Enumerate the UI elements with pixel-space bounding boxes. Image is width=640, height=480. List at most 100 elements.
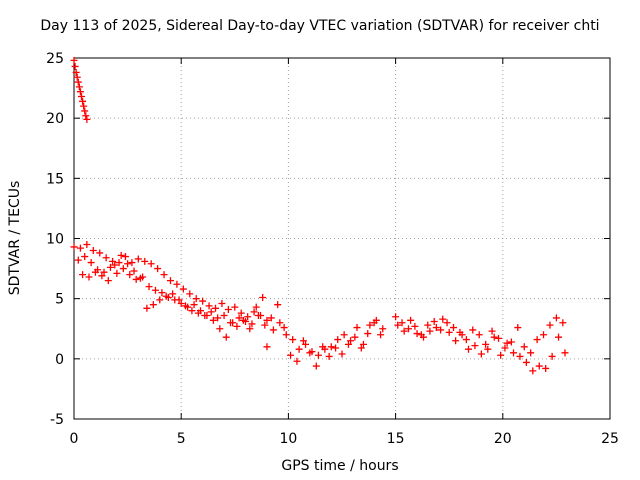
series-band-D [263, 316, 387, 359]
data-point [379, 325, 387, 333]
data-point [325, 352, 333, 360]
data-point [458, 331, 466, 339]
data-point [392, 313, 400, 321]
data-point [151, 286, 159, 294]
data-point [162, 292, 170, 300]
data-point [516, 352, 524, 360]
data-point [413, 330, 421, 338]
data-point [199, 297, 207, 305]
x-tick-label: 0 [70, 431, 79, 447]
data-point [76, 88, 84, 96]
data-point [529, 367, 537, 375]
data-point [254, 312, 262, 320]
data-point [166, 277, 174, 285]
y-axis-label: SDTVAR / TECUs [7, 181, 23, 296]
data-point [87, 259, 95, 267]
data-point [83, 241, 91, 249]
data-point [327, 343, 335, 351]
data-point [134, 255, 142, 263]
data-point [100, 268, 108, 276]
series-band-G [394, 315, 569, 375]
data-point [398, 319, 406, 327]
data-point [299, 337, 307, 345]
data-point [96, 249, 104, 257]
data-point [205, 302, 213, 310]
data-point [424, 321, 432, 329]
data-point [546, 321, 554, 329]
data-point [522, 358, 530, 366]
y-tick-label: -5 [50, 412, 64, 428]
chart-title: Day 113 of 2025, Sidereal Day-to-day VTE… [40, 18, 600, 34]
data-point [535, 362, 543, 370]
data-point [426, 327, 434, 335]
x-tick-label: 20 [494, 431, 512, 447]
data-point [244, 313, 252, 321]
data-point [377, 331, 385, 339]
data-point [89, 247, 97, 255]
data-point [177, 299, 185, 307]
data-point [452, 337, 460, 345]
data-point [357, 344, 365, 352]
data-point [469, 326, 477, 334]
data-point [394, 321, 402, 329]
data-point [443, 319, 451, 327]
data-point [501, 344, 509, 352]
data-point [276, 319, 284, 327]
data-point [263, 316, 271, 324]
data-point [507, 338, 515, 346]
data-point [411, 322, 419, 330]
data-point [237, 309, 245, 317]
data-point [302, 340, 310, 348]
data-point [555, 333, 563, 341]
data-point [351, 333, 359, 341]
data-point [510, 349, 518, 357]
data-point [248, 320, 256, 328]
data-point [231, 303, 239, 311]
data-point [246, 325, 254, 333]
data-point [74, 256, 82, 264]
data-point [366, 321, 374, 329]
data-points [70, 56, 569, 375]
data-point [364, 330, 372, 338]
x-axis-label: GPS time / hours [281, 458, 398, 474]
data-point [559, 319, 567, 327]
data-point [274, 301, 282, 309]
data-point [439, 315, 447, 323]
data-point [136, 274, 144, 282]
data-point [149, 301, 157, 309]
x-tick-label: 25 [601, 431, 619, 447]
data-point [552, 314, 560, 322]
series-band-A [70, 241, 271, 324]
data-point [353, 324, 361, 332]
data-point [319, 343, 327, 351]
data-point [81, 253, 89, 261]
data-point [78, 93, 86, 101]
y-tick-label: 0 [55, 352, 64, 368]
data-point [181, 302, 189, 310]
data-point [201, 312, 209, 320]
data-point [482, 340, 490, 348]
data-point [83, 115, 91, 123]
data-point [347, 337, 355, 345]
data-point [209, 316, 217, 324]
data-point [132, 275, 140, 283]
series-band-C [79, 251, 267, 333]
data-point [430, 318, 438, 326]
data-point [464, 345, 472, 353]
y-tick-label: 15 [46, 171, 64, 187]
data-point [419, 333, 427, 341]
data-point [233, 322, 241, 330]
data-point [224, 305, 232, 313]
data-point [70, 243, 78, 251]
data-point [407, 316, 415, 324]
data-point [75, 83, 83, 91]
data-point [527, 349, 535, 357]
data-point [314, 351, 322, 359]
data-point [267, 314, 275, 322]
data-point [312, 362, 320, 370]
data-point [520, 343, 528, 351]
series-band-F [392, 313, 567, 357]
data-point [214, 314, 222, 322]
data-point [437, 326, 445, 334]
data-point [154, 265, 162, 273]
